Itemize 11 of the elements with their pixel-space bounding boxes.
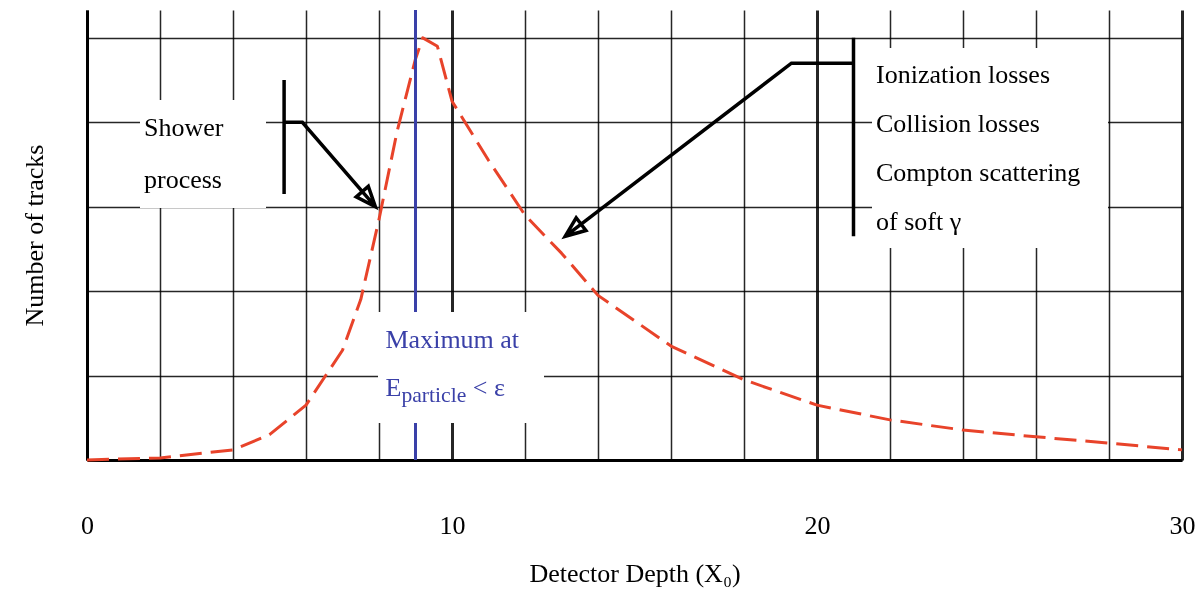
annotation: Collision losses: [876, 108, 1041, 140]
y-axis-title: Number of tracks: [19, 144, 49, 327]
x-axis-title: Detector Depth (X₀): [529, 558, 741, 588]
annotation: Ionization losses: [876, 59, 1052, 91]
x-tick-label: 0: [81, 510, 94, 540]
x-tick-label: 30: [1169, 510, 1196, 540]
annotation: Shower process: [140, 100, 266, 208]
annotation: Compton scattering of soft γ: [876, 157, 1082, 238]
x-tick-label: 20: [804, 510, 831, 540]
x-tick-label: 10: [439, 510, 466, 540]
ref-line-label: Maximum at E$_{particle}$ < ε: [377, 312, 544, 424]
